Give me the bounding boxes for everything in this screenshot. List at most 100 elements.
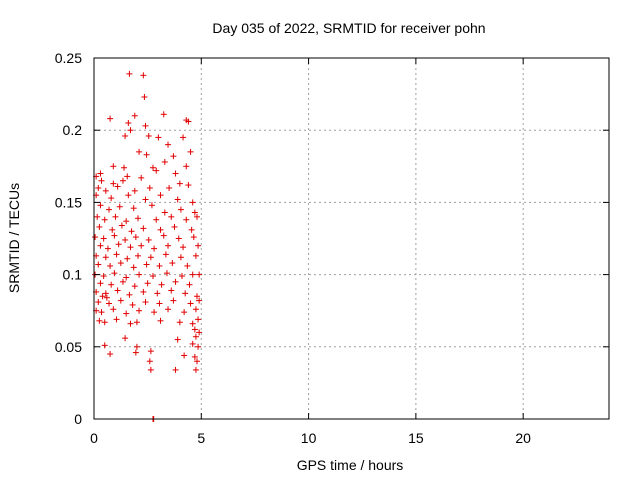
data-point [127,320,134,327]
data-point [107,351,114,358]
data-point [101,216,108,223]
data-point [189,320,196,327]
data-point [176,180,183,187]
data-point [153,216,160,223]
data-point [165,242,172,249]
data-point [195,316,202,323]
data-point [113,251,120,258]
data-point [131,187,138,194]
data-point [143,151,150,158]
data-point [189,199,196,206]
data-point [142,299,149,306]
data-point [172,366,179,373]
data-point [117,297,124,304]
data-point [174,336,181,343]
data-point [192,366,199,373]
data-point [169,260,176,267]
data-point [168,213,175,220]
data-point [181,309,188,316]
data-point [141,93,148,100]
data-point [196,329,203,336]
data-point [115,241,122,248]
data-point [178,273,185,280]
data-point [185,182,192,189]
data-point [113,316,120,323]
data-point [122,236,129,243]
data-point [123,310,130,317]
x-axis-label: GPS time / hours [297,457,404,473]
data-point [123,218,130,225]
data-point [154,290,161,297]
data-point [156,262,163,269]
y-tick-label: 0.05 [55,339,82,355]
data-point [194,213,200,220]
data-point [192,252,199,259]
x-tick-label: 10 [301,430,317,446]
data-point [162,251,169,258]
data-point [126,291,133,298]
y-tick-label: 0.2 [63,122,83,138]
data-point [180,244,187,251]
data-point [110,306,117,313]
data-point [143,261,150,268]
data-point [191,209,198,216]
data-point [165,306,172,313]
data-point [194,293,200,300]
data-point [148,202,155,209]
grid-lines [94,58,609,419]
data-point [151,245,158,252]
y-axis: 0 0.05 0.1 0.15 0.2 0.25 [55,50,609,427]
data-point [172,278,179,285]
data-point [125,119,132,126]
data-point [97,202,104,209]
data-point [122,335,129,342]
data-point [97,280,104,287]
data-point [186,281,193,288]
data-point [153,167,160,174]
data-point [109,226,116,233]
data-point [110,180,117,187]
data-point [130,264,137,271]
data-point [155,134,162,141]
data-point [108,195,115,202]
x-tick-label: 15 [408,430,424,446]
data-point [121,164,128,171]
x-tick-label: 5 [197,430,205,446]
data-point [145,236,152,243]
data-point [151,309,158,316]
data-point [188,226,195,233]
data-point [194,358,200,365]
data-point [195,242,202,249]
data-point [126,70,133,77]
data-point [182,290,189,297]
data-point [101,319,108,326]
data-point [157,317,164,324]
data-point [102,290,109,297]
data-point [117,260,124,267]
data-point [140,72,147,79]
chart-title: Day 035 of 2022, SRMTID for receiver poh… [212,20,485,36]
data-point [136,148,143,155]
data-point [144,280,151,287]
data-point [130,205,137,212]
data-point [147,348,154,355]
data-point [98,309,105,316]
data-point [183,216,190,223]
data-point [166,184,173,191]
data-point [181,352,188,359]
data-point [138,242,145,249]
data-point [100,235,107,242]
data-point [150,164,157,171]
data-point [129,301,136,308]
data-point [147,254,154,261]
data-point [145,132,152,139]
data-point [146,358,153,365]
data-point [127,127,134,134]
data-point [147,366,154,373]
plot-frame [93,57,610,420]
x-tick-label: 20 [515,430,531,446]
data-point [142,196,149,203]
data-point [157,192,164,199]
data-point [101,342,108,349]
